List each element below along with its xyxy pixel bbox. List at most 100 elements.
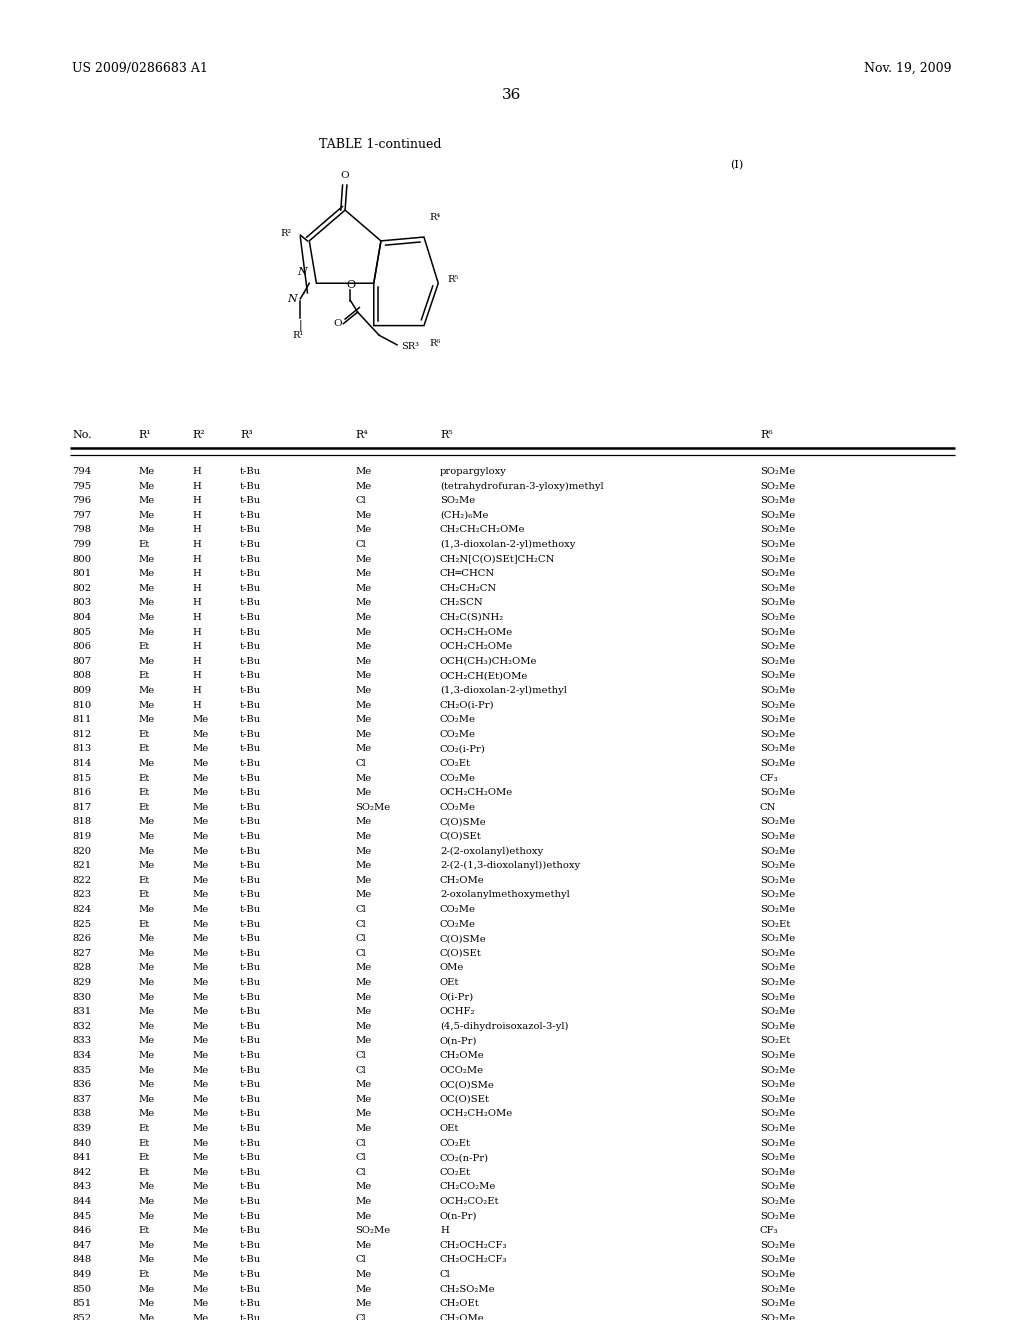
Text: Et: Et: [138, 1270, 150, 1279]
Text: Me: Me: [138, 583, 155, 593]
Text: CH₂OMe: CH₂OMe: [440, 875, 484, 884]
Text: Me: Me: [138, 554, 155, 564]
Text: Me: Me: [138, 482, 155, 491]
Text: 831: 831: [72, 1007, 91, 1016]
Text: Et: Et: [138, 1125, 150, 1133]
Text: H: H: [193, 583, 201, 593]
Text: SO₂Me: SO₂Me: [760, 1255, 796, 1265]
Text: Me: Me: [138, 1007, 155, 1016]
Text: t-Bu: t-Bu: [240, 875, 261, 884]
Text: 798: 798: [72, 525, 91, 535]
Text: 814: 814: [72, 759, 91, 768]
Text: OEt: OEt: [440, 1125, 460, 1133]
Text: H: H: [193, 569, 201, 578]
Text: Me: Me: [355, 598, 372, 607]
Text: t-Bu: t-Bu: [240, 949, 261, 958]
Text: 840: 840: [72, 1139, 91, 1147]
Text: t-Bu: t-Bu: [240, 686, 261, 696]
Text: Me: Me: [355, 612, 372, 622]
Text: t-Bu: t-Bu: [240, 1270, 261, 1279]
Text: Me: Me: [355, 643, 372, 651]
Text: 803: 803: [72, 598, 91, 607]
Text: t-Bu: t-Bu: [240, 1036, 261, 1045]
Text: Et: Et: [138, 1139, 150, 1147]
Text: Cl: Cl: [355, 920, 366, 928]
Text: 850: 850: [72, 1284, 91, 1294]
Text: R⁶: R⁶: [760, 430, 773, 440]
Text: CO₂Me: CO₂Me: [440, 803, 476, 812]
Text: Me: Me: [355, 891, 372, 899]
Text: SO₂Me: SO₂Me: [760, 482, 796, 491]
Text: SO₂Me: SO₂Me: [760, 788, 796, 797]
Text: Me: Me: [355, 467, 372, 477]
Text: t-Bu: t-Bu: [240, 1109, 261, 1118]
Text: SO₂Me: SO₂Me: [760, 1080, 796, 1089]
Text: Me: Me: [138, 598, 155, 607]
Text: 845: 845: [72, 1212, 91, 1221]
Text: Me: Me: [355, 657, 372, 665]
Text: SO₂Me: SO₂Me: [760, 1241, 796, 1250]
Text: Me: Me: [193, 891, 208, 899]
Text: t-Bu: t-Bu: [240, 1154, 261, 1162]
Text: Me: Me: [138, 846, 155, 855]
Text: SO₂Me: SO₂Me: [760, 1022, 796, 1031]
Text: Me: Me: [193, 861, 208, 870]
Text: Me: Me: [138, 1183, 155, 1192]
Text: t-Bu: t-Bu: [240, 1065, 261, 1074]
Text: Cl: Cl: [355, 935, 366, 944]
Text: OEt: OEt: [440, 978, 460, 987]
Text: t-Bu: t-Bu: [240, 891, 261, 899]
Text: Me: Me: [355, 832, 372, 841]
Text: SO₂Me: SO₂Me: [760, 832, 796, 841]
Text: 832: 832: [72, 1022, 91, 1031]
Text: Et: Et: [138, 920, 150, 928]
Text: Me: Me: [355, 1270, 372, 1279]
Text: t-Bu: t-Bu: [240, 1051, 261, 1060]
Text: SO₂Me: SO₂Me: [760, 627, 796, 636]
Text: Me: Me: [355, 978, 372, 987]
Text: Me: Me: [355, 1080, 372, 1089]
Text: CO₂(i-Pr): CO₂(i-Pr): [440, 744, 485, 754]
Text: Me: Me: [138, 817, 155, 826]
Text: SO₂Me: SO₂Me: [760, 875, 796, 884]
Text: Me: Me: [138, 1212, 155, 1221]
Text: Me: Me: [193, 730, 208, 739]
Text: Et: Et: [138, 643, 150, 651]
Text: t-Bu: t-Bu: [240, 920, 261, 928]
Text: Me: Me: [193, 1051, 208, 1060]
Text: Me: Me: [193, 1007, 208, 1016]
Text: OCH₂CO₂Et: OCH₂CO₂Et: [440, 1197, 500, 1206]
Text: Me: Me: [193, 949, 208, 958]
Text: t-Bu: t-Bu: [240, 598, 261, 607]
Text: Cl: Cl: [355, 540, 366, 549]
Text: Me: Me: [193, 1270, 208, 1279]
Text: Me: Me: [138, 1065, 155, 1074]
Text: O: O: [346, 280, 355, 290]
Text: Me: Me: [138, 1109, 155, 1118]
Text: Me: Me: [138, 686, 155, 696]
Text: Me: Me: [138, 978, 155, 987]
Text: SO₂Me: SO₂Me: [760, 701, 796, 710]
Text: 805: 805: [72, 627, 91, 636]
Text: 830: 830: [72, 993, 91, 1002]
Text: 838: 838: [72, 1109, 91, 1118]
Text: Cl: Cl: [440, 1270, 451, 1279]
Text: 804: 804: [72, 612, 91, 622]
Text: Me: Me: [193, 1168, 208, 1177]
Text: t-Bu: t-Bu: [240, 759, 261, 768]
Text: SO₂Me: SO₂Me: [760, 1094, 796, 1104]
Text: (tetrahydrofuran-3-yloxy)methyl: (tetrahydrofuran-3-yloxy)methyl: [440, 482, 603, 491]
Text: Me: Me: [193, 1183, 208, 1192]
Text: Me: Me: [355, 525, 372, 535]
Text: 2-oxolanylmethoxymethyl: 2-oxolanylmethoxymethyl: [440, 891, 569, 899]
Text: t-Bu: t-Bu: [240, 1125, 261, 1133]
Text: Et: Et: [138, 875, 150, 884]
Text: CH₂CH₂CN: CH₂CH₂CN: [440, 583, 497, 593]
Text: Me: Me: [355, 482, 372, 491]
Text: Me: Me: [138, 964, 155, 973]
Text: SO₂Me: SO₂Me: [760, 978, 796, 987]
Text: Et: Et: [138, 744, 150, 754]
Text: 813: 813: [72, 744, 91, 754]
Text: Me: Me: [355, 774, 372, 783]
Text: 807: 807: [72, 657, 91, 665]
